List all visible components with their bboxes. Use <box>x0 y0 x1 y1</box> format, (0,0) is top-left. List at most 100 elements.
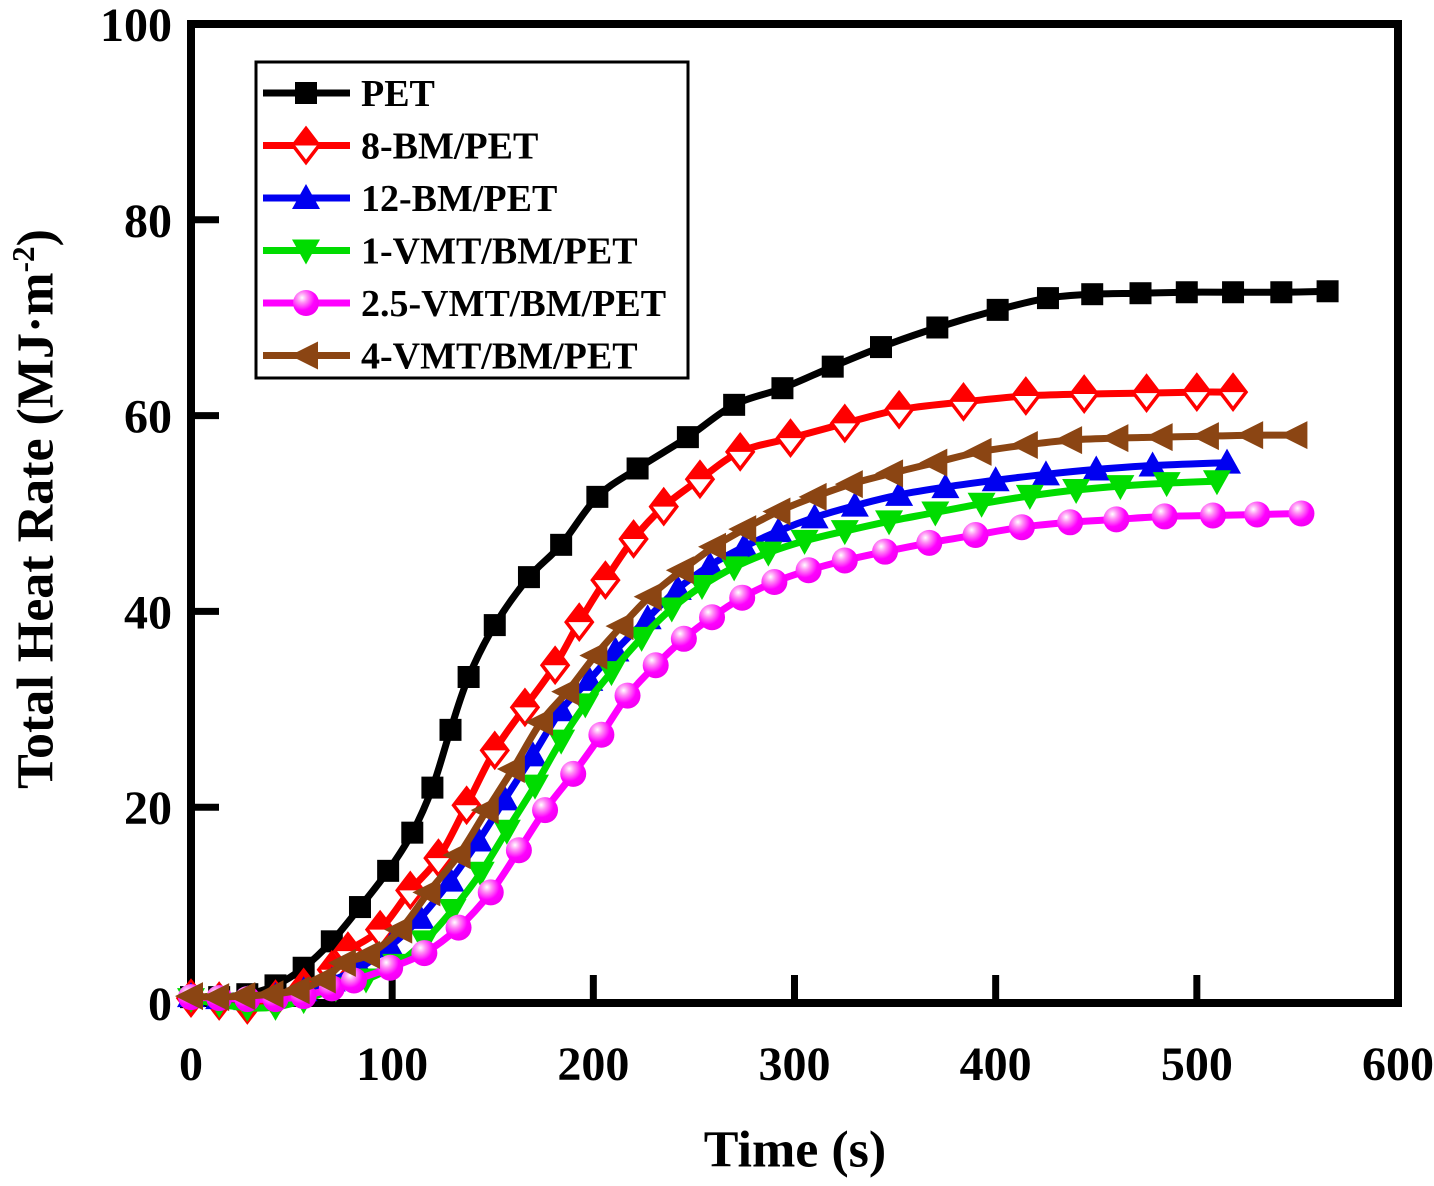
triangle-up-marker <box>518 741 547 767</box>
legend-label: PET <box>361 73 435 115</box>
triangle-left-marker <box>352 941 381 970</box>
diamond-top-half <box>1220 375 1247 393</box>
x-axis-title: Time (s) <box>703 1121 887 1179</box>
sphere-marker <box>872 538 899 565</box>
legend-item-4-VMT/BM/PET: 4-VMT/BM/PET <box>263 336 638 378</box>
triangle-left-marker <box>442 841 471 870</box>
square-marker <box>1222 281 1245 304</box>
diamond-top-half <box>542 648 569 666</box>
diamond-top-half <box>511 690 538 708</box>
triangle-left-marker <box>327 948 356 977</box>
triangle-down-marker <box>754 541 783 567</box>
square-marker <box>348 896 371 919</box>
x-tick-label: 600 <box>1362 1038 1434 1091</box>
triangle-down-marker <box>547 729 576 755</box>
legend-label: 12-BM/PET <box>361 178 557 220</box>
triangle-left-marker <box>1054 426 1083 455</box>
diamond-top-half <box>453 788 480 806</box>
y-tick-label: 40 <box>124 586 172 639</box>
y-tick-label: 80 <box>124 195 172 248</box>
square-marker <box>1036 287 1059 310</box>
sphere-marker-legend <box>293 290 319 316</box>
triangle-up-marker <box>730 532 759 558</box>
sphere-marker <box>831 547 858 574</box>
square-marker <box>1270 281 1293 304</box>
series-4-VMT/BM/PET <box>175 421 1308 1012</box>
triangle-up-marker <box>885 480 914 506</box>
legend-item-2.5-VMT/BM/PET: 2.5-VMT/BM/PET <box>263 283 666 325</box>
triangle-left-marker <box>551 677 580 706</box>
triangle-down-marker <box>687 574 716 600</box>
triangle-up-marker <box>696 551 725 577</box>
triangle-left-marker <box>412 878 441 907</box>
triangle-left-marker <box>1279 421 1308 450</box>
triangle-down-marker <box>875 510 904 536</box>
sphere-marker <box>477 879 504 906</box>
y-axis-title-main: Total Heat Rate (MJ·m <box>7 272 65 789</box>
square-marker <box>1316 280 1339 303</box>
square-marker <box>517 566 540 589</box>
triangle-up-marker <box>981 466 1010 492</box>
triangle-up-marker-legend <box>292 184 320 209</box>
diamond-top-half <box>831 406 858 424</box>
triangle-down-marker <box>466 861 495 887</box>
square-marker-legend <box>295 82 317 104</box>
triangle-left-marker <box>834 470 863 499</box>
sphere-marker <box>699 604 726 631</box>
triangle-left-marker <box>525 708 554 737</box>
triangle-up-marker <box>464 826 493 852</box>
x-tick-label: 200 <box>557 1038 629 1091</box>
legend-label: 4-VMT/BM/PET <box>361 336 638 378</box>
sphere-marker <box>962 522 989 549</box>
square-marker <box>421 776 444 799</box>
triangle-up-marker <box>406 903 435 929</box>
x-tick-label: 400 <box>960 1038 1032 1091</box>
y-tick-label: 100 <box>100 0 172 52</box>
triangle-left-marker <box>281 976 310 1005</box>
sphere-marker <box>1008 514 1035 541</box>
triangle-left-marker <box>728 515 757 544</box>
triangle-up-marker <box>547 696 576 722</box>
y-axis-title-close: ) <box>7 229 65 247</box>
x-tick-label: 0 <box>179 1038 203 1091</box>
sphere-marker <box>1057 509 1084 536</box>
square-marker <box>870 336 893 359</box>
y-axis-title: Total Heat Rate (MJ·m-2) <box>6 229 66 789</box>
diamond-top-half <box>592 563 619 581</box>
series-12-BM/PET <box>177 448 1242 1011</box>
triangle-left-marker <box>633 582 662 611</box>
triangle-down-marker <box>967 492 996 518</box>
legend-label: 2.5-VMT/BM/PET <box>361 283 666 325</box>
sphere-marker <box>588 721 615 748</box>
x-tick-label: 100 <box>356 1038 428 1091</box>
triangle-left-marker <box>875 459 904 488</box>
square-marker <box>926 316 949 339</box>
triangle-down-marker <box>921 501 950 527</box>
triangle-left-marker <box>255 980 284 1009</box>
sphere-marker <box>377 954 404 981</box>
x-tick-label: 500 <box>1161 1038 1233 1091</box>
triangle-down-marker <box>520 774 549 800</box>
triangle-left-marker <box>798 482 827 511</box>
sphere-marker <box>729 584 756 611</box>
triangle-left-marker <box>307 965 336 994</box>
triangle-up-marker <box>800 503 829 529</box>
triangle-left-marker <box>227 982 256 1011</box>
sphere-marker <box>1288 500 1315 527</box>
diamond-top-half <box>686 462 713 480</box>
sphere-marker <box>642 652 669 679</box>
sphere-marker <box>1103 506 1130 533</box>
diamond-top-half <box>397 873 424 891</box>
square-marker <box>483 614 506 637</box>
sphere-marker <box>614 682 641 709</box>
legend-item-1-VMT/BM/PET: 1-VMT/BM/PET <box>263 231 638 273</box>
triangle-down-marker <box>438 898 467 924</box>
square-marker <box>771 377 794 400</box>
sphere-marker <box>1151 503 1178 530</box>
triangle-left-marker <box>496 755 525 784</box>
triangle-left-marker <box>963 437 992 466</box>
square-marker <box>626 457 649 480</box>
triangle-up-marker <box>436 866 465 892</box>
sphere-marker <box>445 914 472 941</box>
